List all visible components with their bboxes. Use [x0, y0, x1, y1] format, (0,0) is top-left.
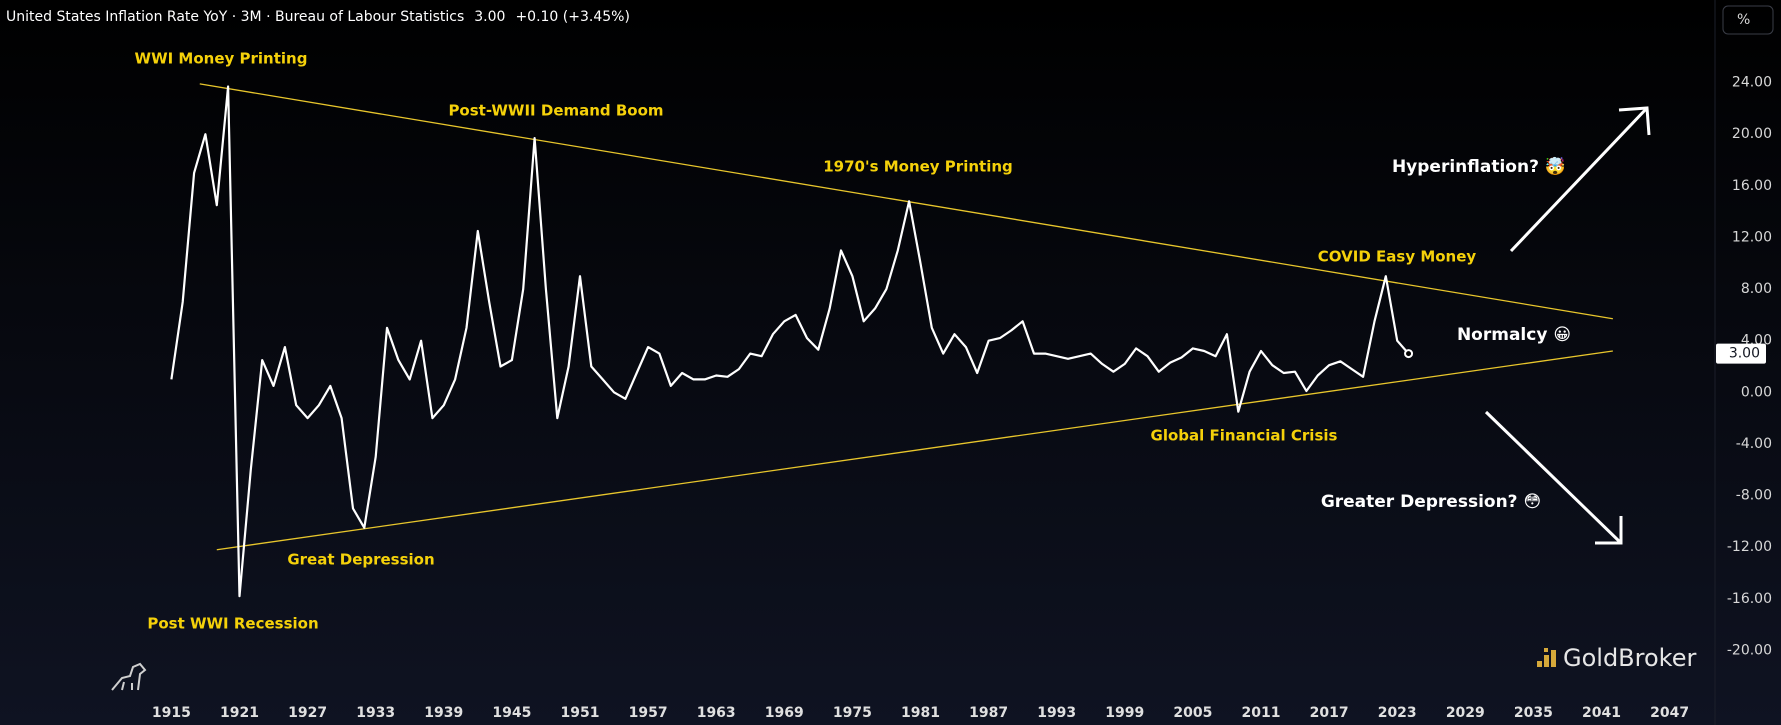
brand: GoldBroker: [1563, 644, 1696, 672]
up-arrowhead: [1618, 106, 1651, 136]
logo-icon: [111, 662, 147, 691]
x-tick-label: 2035: [1514, 705, 1553, 721]
y-tick-label: 16.00: [1732, 178, 1772, 194]
last-value: 3.00: [474, 9, 505, 25]
x-tick-label: 2017: [1310, 705, 1349, 721]
annotation: Great Depression: [287, 551, 434, 569]
x-tick-label: 1951: [561, 705, 600, 721]
trendline: [216, 350, 1613, 551]
x-tick-label: 2029: [1446, 705, 1485, 721]
y-tick-label: -8.00: [1736, 488, 1772, 504]
x-tick-label: 1957: [629, 705, 668, 721]
unit-button[interactable]: [1722, 5, 1774, 35]
x-tick-label: 2011: [1242, 705, 1281, 721]
x-tick-label: 1963: [697, 705, 736, 721]
header-title: United States Inflation Rate YoY · 3M · …: [6, 9, 630, 25]
price-label: 3.00: [1729, 346, 1760, 362]
x-tick-label: 1999: [1105, 705, 1144, 721]
y-tick-label: -4.00: [1736, 436, 1772, 452]
x-tick-label: 2005: [1173, 705, 1212, 721]
y-tick-label: 0.00: [1741, 384, 1772, 400]
y-tick-label: 12.00: [1732, 229, 1772, 245]
annotation: Greater Depression? 😳: [1321, 492, 1541, 512]
series-line: [170, 85, 1410, 598]
annotation: COVID Easy Money: [1318, 248, 1477, 266]
x-tick-label: 1927: [288, 705, 327, 721]
x-tick-label: 1915: [152, 705, 191, 721]
annotation: 1970's Money Printing: [823, 158, 1013, 176]
x-tick-label: 1945: [492, 705, 531, 721]
down-arrow: [1484, 410, 1623, 545]
annotation: Post WWI Recession: [147, 615, 318, 633]
y-tick-label: -12.00: [1727, 539, 1772, 555]
annotation: Global Financial Crisis: [1151, 427, 1338, 445]
x-tick-label: 2041: [1582, 705, 1621, 721]
up-arrow: [1509, 106, 1649, 253]
annotation: Post-WWII Demand Boom: [448, 102, 663, 120]
annotation: Hyperinflation? 🤯: [1392, 156, 1566, 177]
x-tick-label: 1921: [220, 705, 259, 721]
last-point: [1404, 349, 1414, 359]
unit-label[interactable]: %: [1737, 12, 1750, 28]
brand-icon: [1537, 648, 1556, 667]
y-tick-label: -20.00: [1727, 642, 1772, 658]
y-tick-label: -16.00: [1727, 591, 1772, 607]
x-tick-label: 1993: [1037, 705, 1076, 721]
change: +0.10 (+3.45%): [515, 9, 629, 25]
x-tick-label: 1933: [356, 705, 395, 721]
x-tick-label: 2047: [1650, 705, 1689, 721]
x-tick-label: 1975: [833, 705, 872, 721]
y-tick-label: 24.00: [1732, 75, 1772, 91]
y-tick-label: 8.00: [1741, 281, 1772, 297]
x-tick-label: 1981: [901, 705, 940, 721]
scenario-arrows: [1484, 106, 1651, 545]
x-tick-label: 1939: [424, 705, 463, 721]
price-label-box: [1716, 343, 1766, 364]
x-tick-label: 1987: [969, 705, 1008, 721]
y-tick-label: 20.00: [1732, 126, 1772, 142]
x-tick-label: 2023: [1378, 705, 1417, 721]
annotation: WWI Money Printing: [135, 50, 308, 68]
trendline: [199, 83, 1613, 320]
annotation: Normalcy 😀: [1457, 325, 1571, 345]
down-arrowhead: [1595, 516, 1623, 545]
x-tick-label: 1969: [765, 705, 804, 721]
title: United States Inflation Rate YoY · 3M · …: [6, 9, 464, 25]
